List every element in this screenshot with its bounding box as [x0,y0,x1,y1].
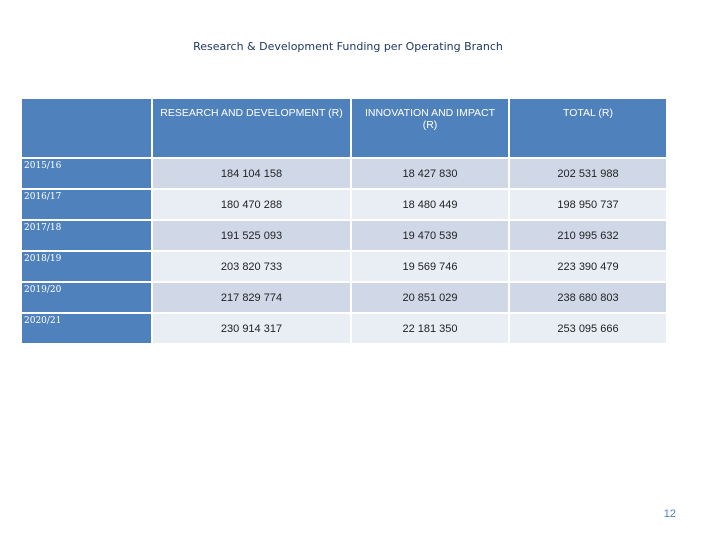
page-number: 12 [663,508,676,520]
header-innovation-and-impact: INNOVATION AND IMPACT (R) [352,99,508,157]
total-cell: 223 390 479 [510,252,666,281]
total-cell: 198 950 737 [510,190,666,219]
table-row: 2018/19 203 820 733 19 569 746 223 390 4… [22,252,666,281]
rd-cell: 217 829 774 [153,283,350,312]
header-research-and-development: RESEARCH AND DEVELOPMENT (R) [153,99,350,157]
total-cell: 210 995 632 [510,221,666,250]
year-cell: 2018/19 [22,252,151,281]
table-row: 2017/18 191 525 093 19 470 539 210 995 6… [22,221,666,250]
table-row: 2020/21 230 914 317 22 181 350 253 095 6… [22,314,666,343]
year-cell: 2016/17 [22,190,151,219]
year-cell: 2019/20 [22,283,151,312]
rd-cell: 230 914 317 [153,314,350,343]
total-cell: 202 531 988 [510,159,666,188]
year-cell: 2020/21 [22,314,151,343]
slide-title: Research & Development Funding per Opera… [193,40,503,53]
year-cell: 2015/16 [22,159,151,188]
rd-cell: 191 525 093 [153,221,350,250]
header-total: TOTAL (R) [510,99,666,157]
ii-cell: 19 569 746 [352,252,508,281]
rd-cell: 180 470 288 [153,190,350,219]
ii-cell: 18 480 449 [352,190,508,219]
ii-cell: 22 181 350 [352,314,508,343]
table-header-row: RESEARCH AND DEVELOPMENT (R) INNOVATION … [22,99,666,157]
ii-cell: 19 470 539 [352,221,508,250]
rd-cell: 203 820 733 [153,252,350,281]
table-row: 2016/17 180 470 288 18 480 449 198 950 7… [22,190,666,219]
table-row: 2015/16 184 104 158 18 427 830 202 531 9… [22,159,666,188]
year-cell: 2017/18 [22,221,151,250]
total-cell: 253 095 666 [510,314,666,343]
ii-cell: 18 427 830 [352,159,508,188]
ii-cell: 20 851 029 [352,283,508,312]
total-cell: 238 680 803 [510,283,666,312]
funding-table: RESEARCH AND DEVELOPMENT (R) INNOVATION … [20,97,668,345]
rd-cell: 184 104 158 [153,159,350,188]
header-year [22,99,151,157]
table-row: 2019/20 217 829 774 20 851 029 238 680 8… [22,283,666,312]
